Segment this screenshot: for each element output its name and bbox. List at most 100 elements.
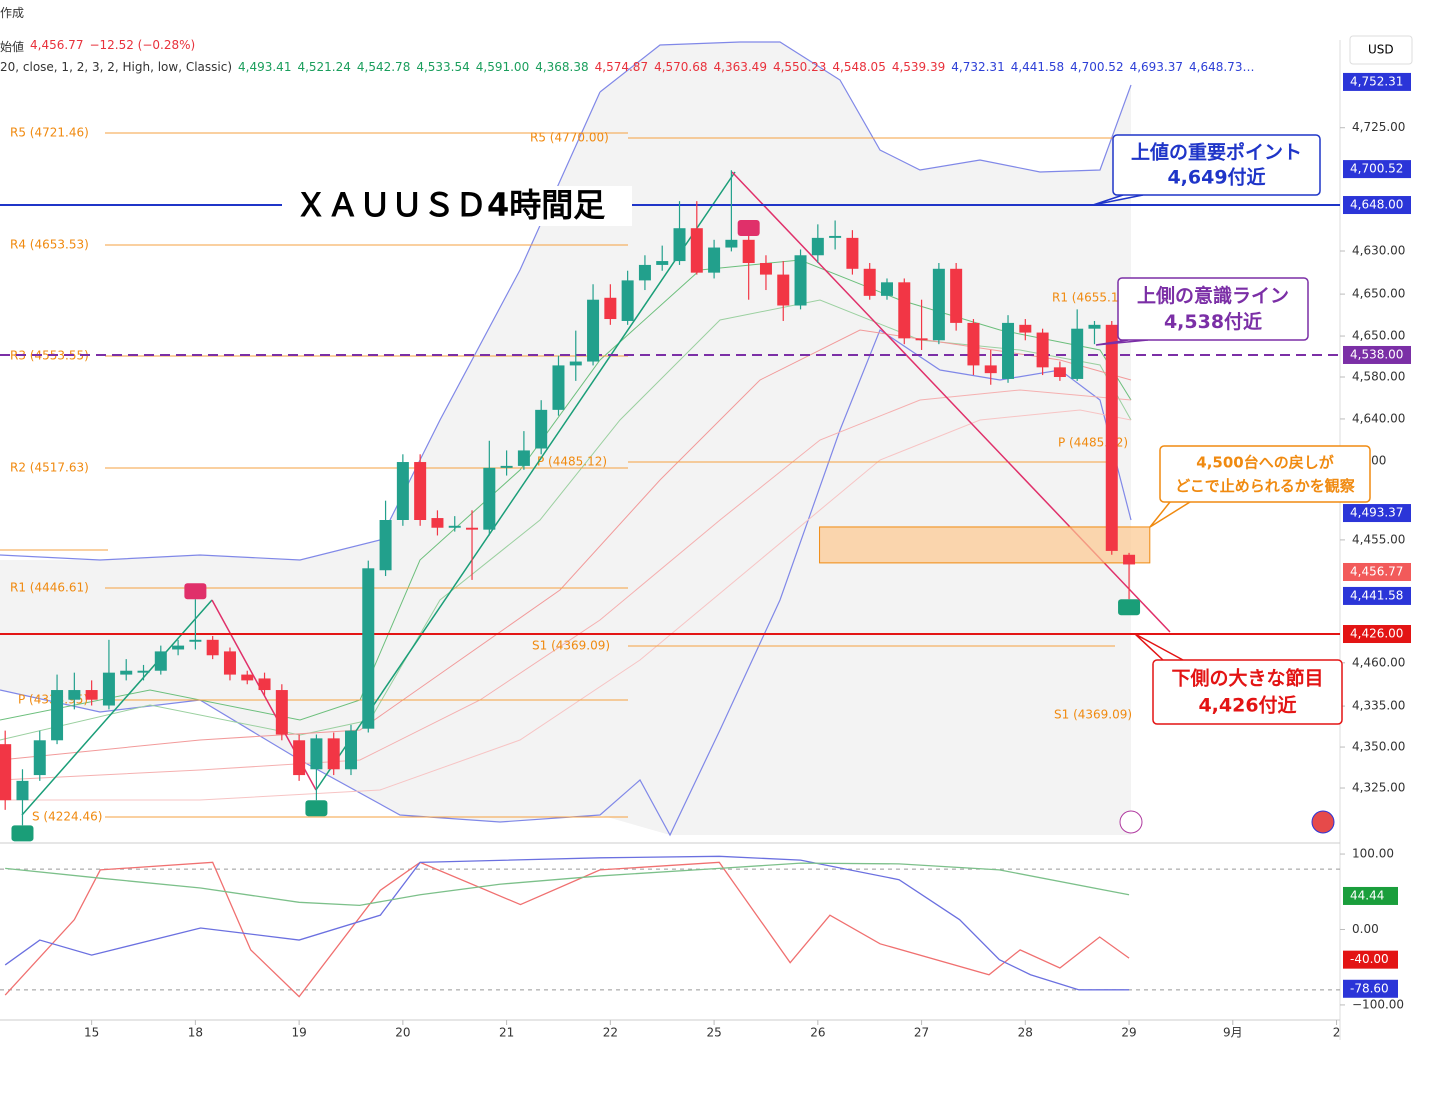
candle-body (275, 690, 288, 735)
price-tag (1343, 196, 1411, 215)
open-label: 始値 (0, 40, 25, 54)
candle-body (137, 670, 150, 673)
callout-pointer (1095, 339, 1149, 346)
candle-body (258, 678, 271, 691)
currency: USD (1368, 43, 1394, 57)
chart-title: ＸＡＵＵＳＤ4時間足 (295, 186, 605, 224)
indicator-value: 4,548.05 (832, 60, 886, 74)
candle-body (725, 239, 738, 248)
candle-body (846, 237, 859, 269)
candle-body (466, 527, 479, 530)
price-tag-label: 4,648.00 (1350, 198, 1403, 212)
ma-line (0, 299, 1132, 741)
candle-body (379, 520, 392, 571)
currency-box[interactable] (1349, 35, 1413, 65)
candle-body (344, 730, 357, 770)
candle-body (1002, 322, 1015, 379)
ma-line (0, 409, 1132, 801)
indicator-value: 4,533.54 (416, 60, 470, 74)
candle-body (431, 518, 444, 528)
x-tick-label: 19 (291, 1026, 306, 1040)
price-tag (1343, 625, 1411, 644)
indicator-value: 4,700.52 (1070, 60, 1124, 74)
header-row: 始値 4,456.77 −12.52 (−0.28%) (0, 38, 195, 55)
upper-band (599, 41, 1132, 173)
candle-body (673, 228, 686, 262)
candle-body (1036, 332, 1049, 368)
candle-body (172, 645, 185, 650)
indicator-value: 4,368.38 (535, 60, 589, 74)
x-tick-label: 9月 (1223, 1026, 1243, 1040)
candle-body (829, 235, 842, 238)
open-value: 4,456.77 (30, 38, 84, 52)
candle-body (1123, 554, 1136, 565)
pivot-label: R5 (4770.00) (530, 131, 609, 145)
candle-body (708, 247, 721, 273)
osc-tag (1343, 979, 1398, 998)
indicator-value: 4,732.31 (951, 60, 1005, 74)
candle-body (483, 467, 496, 530)
ma-line (0, 329, 1132, 761)
candle-body (967, 322, 980, 366)
y-tick-label: 4,455.00 (1352, 532, 1405, 546)
osc-line (4, 861, 1130, 998)
y-tick-label: 4,650.00 (1352, 287, 1405, 301)
candle-body (863, 268, 876, 296)
x-tick-label: 22 (603, 1026, 618, 1040)
candle-body (1071, 328, 1084, 379)
pivot-label: R5 (4721.46) (10, 126, 89, 140)
candle-body (604, 297, 617, 320)
osc-tag-label: 44.44 (1350, 888, 1384, 902)
pivot-label: S (4224.46) (32, 810, 102, 824)
candle-body (33, 740, 46, 776)
price-tag (1343, 586, 1411, 605)
candle-body (68, 690, 81, 700)
header-row: 作成 (0, 4, 24, 21)
candle-body (915, 338, 928, 341)
candle-body (777, 274, 790, 306)
ma-line (0, 259, 1132, 721)
candle-body (535, 409, 548, 449)
candle-body (984, 365, 997, 374)
pivot-label: R4 (4653.53) (10, 238, 89, 252)
x-tick-label: 15 (84, 1026, 99, 1040)
candle-body (1088, 324, 1101, 329)
candle-body (327, 738, 340, 770)
osc-tick-label: −100.00 (1352, 997, 1404, 1011)
osc-line (5, 862, 1130, 906)
price-tag-label: 4,426.00 (1350, 627, 1403, 641)
pivot-label: R1 (4446.61) (10, 581, 89, 595)
callout-pointer (1092, 194, 1144, 206)
title-bg (282, 186, 632, 226)
y-tick-label: 4,460.00 (1352, 655, 1405, 669)
candle-body (811, 237, 824, 256)
header-text: 作成 (0, 6, 25, 20)
x-tick-label: 18 (188, 1026, 203, 1040)
callout-text: 上側の意識ライン (1137, 284, 1289, 307)
price-tag (1343, 345, 1411, 364)
osc-tag (1343, 886, 1398, 905)
osc-tick-label: 0.00 (1352, 922, 1379, 936)
price-tag-label: 4,752.31 (1350, 74, 1403, 88)
candle-body (898, 282, 911, 339)
callout-text: 上値の重要ポイント (1131, 141, 1302, 164)
y-tick-label: 4,335.00 (1352, 699, 1405, 713)
candle-body (189, 639, 202, 642)
change: −12.52 (−0.28%) (89, 38, 196, 52)
indicator-value: 4,570.68 (654, 60, 708, 74)
icon[interactable] (1119, 810, 1143, 834)
candle-body (690, 228, 703, 273)
candle-body (1019, 324, 1032, 333)
price-tag-label: 4,700.52 (1350, 162, 1403, 176)
pivot-label: R1 (4655.1 (1052, 291, 1118, 305)
callout-text: 下側の大きな節目 (1171, 667, 1323, 690)
upper-band (0, 91, 601, 561)
candle-body (1105, 324, 1118, 551)
price-tag (1343, 160, 1411, 179)
candle-body (950, 268, 963, 323)
price-tag (1343, 72, 1411, 91)
x-tick-label: 20 (395, 1026, 410, 1040)
osc-tick-label: 100.00 (1352, 847, 1394, 861)
icon[interactable] (1311, 810, 1335, 834)
callout-text: どこで止められるかを観察 (1175, 477, 1356, 495)
